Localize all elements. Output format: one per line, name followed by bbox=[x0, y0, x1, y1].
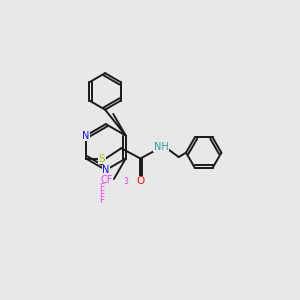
Text: S: S bbox=[99, 154, 106, 164]
Text: N: N bbox=[102, 165, 110, 175]
Text: N: N bbox=[82, 130, 90, 141]
Text: F: F bbox=[99, 190, 104, 199]
Text: F: F bbox=[99, 183, 104, 192]
Text: 3: 3 bbox=[123, 177, 128, 186]
Text: CF: CF bbox=[100, 176, 112, 185]
Text: O: O bbox=[136, 176, 145, 186]
Text: F: F bbox=[99, 196, 104, 205]
Text: NH: NH bbox=[154, 142, 168, 152]
